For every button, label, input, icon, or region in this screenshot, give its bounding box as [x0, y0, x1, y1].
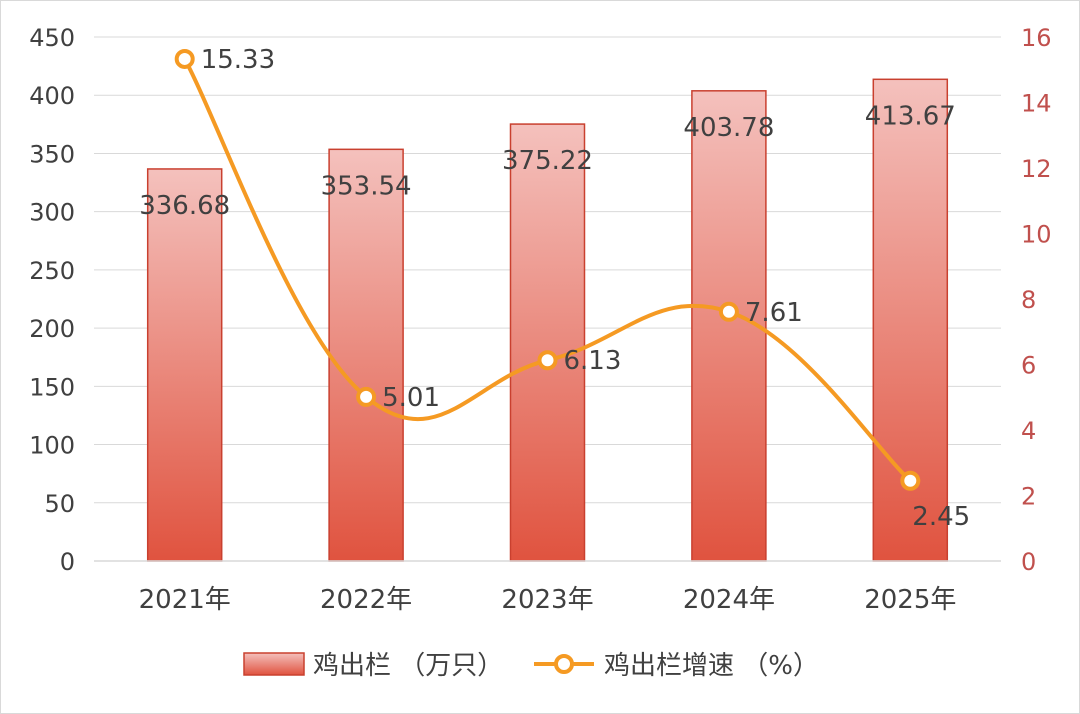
- bar-data-label: 403.78: [683, 113, 774, 143]
- legend-line-label: 鸡出栏增速 （%）: [604, 651, 819, 681]
- left-axis-tick-label: 150: [29, 373, 75, 401]
- right-axis-tick-label: 16: [1021, 24, 1052, 52]
- line-data-label: 15.33: [201, 45, 275, 75]
- legend: 鸡出栏 （万只） 鸡出栏增速 （%）: [243, 651, 819, 681]
- x-axis-tick-label: 2021年: [139, 585, 231, 615]
- line-series: [174, 48, 921, 491]
- bar: [509, 123, 586, 562]
- right-axis-tick-label: 8: [1021, 286, 1036, 314]
- bar: [691, 90, 767, 562]
- right-axis-tick-label: 2: [1021, 483, 1036, 511]
- line-marker: [174, 48, 195, 69]
- bar-data-label: 413.67: [865, 101, 956, 131]
- line-marker: [356, 386, 377, 407]
- legend-bar-label: 鸡出栏 （万只）: [313, 651, 503, 681]
- line-data-labels: 15.33 5.01 6.13 7.61 2.45: [201, 45, 970, 532]
- bar-data-label: 375.22: [502, 146, 593, 176]
- line-data-label: 2.45: [912, 502, 970, 532]
- right-axis-tick-label: 4: [1021, 417, 1036, 445]
- left-axis-tick-label: 450: [29, 24, 75, 52]
- line-marker: [537, 350, 558, 371]
- bar-data-label: 336.68: [139, 191, 230, 221]
- left-axis-tick-label: 300: [29, 199, 75, 227]
- x-axis-tick-label: 2024年: [683, 585, 775, 615]
- bar: [146, 168, 223, 562]
- left-axis-tick-label: 0: [60, 548, 75, 576]
- right-axis-tick-label: 6: [1021, 352, 1036, 380]
- line-data-label: 7.61: [745, 298, 803, 328]
- left-axis-tick-label: 250: [29, 257, 75, 285]
- left-axis-tick-label: 100: [29, 432, 75, 460]
- x-axis-tick-label: 2023年: [501, 585, 593, 615]
- line-series-path: [182, 57, 912, 483]
- right-axis-tick-label: 14: [1021, 90, 1052, 118]
- line-marker: [900, 470, 921, 491]
- bar-data-label: 353.54: [321, 171, 412, 201]
- bar: [328, 148, 404, 562]
- x-axis: 2021年 2022年 2023年 2024年 2025年: [94, 560, 1001, 615]
- left-axis-tick-label: 400: [29, 82, 75, 110]
- x-axis-tick-label: 2022年: [320, 585, 412, 615]
- line-marker: [718, 301, 739, 322]
- line-data-label: 5.01: [382, 383, 440, 413]
- legend-line-marker: [554, 654, 574, 674]
- bar-data-labels: 336.68 353.54 375.22 403.78 413.67: [139, 101, 956, 221]
- left-axis-tick-label: 350: [29, 140, 75, 168]
- x-axis-tick-label: 2025年: [864, 585, 956, 615]
- left-axis-tick-label: 50: [44, 490, 75, 518]
- right-axis-tick-label: 10: [1021, 221, 1052, 249]
- line-data-label: 6.13: [564, 346, 622, 376]
- left-y-axis: 0 50 100 150 200 250 300 350 400 450: [29, 24, 75, 576]
- legend-bar-swatch: [243, 652, 305, 676]
- right-y-axis: 0 2 4 6 8 10 12 14 16: [1021, 24, 1052, 576]
- left-axis-tick-label: 200: [29, 315, 75, 343]
- right-axis-tick-label: 12: [1021, 155, 1052, 183]
- right-axis-tick-label: 0: [1021, 548, 1036, 576]
